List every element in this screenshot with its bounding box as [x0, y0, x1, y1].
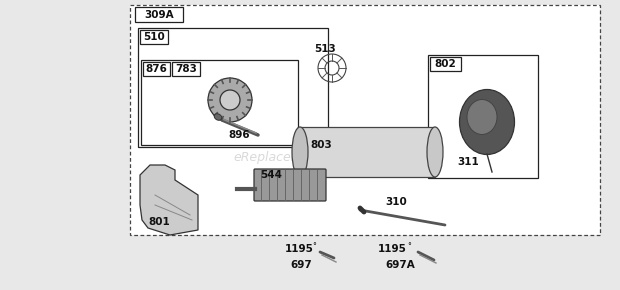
Bar: [138, 28, 328, 147]
Text: 311: 311: [457, 157, 479, 167]
Bar: [140, 30, 168, 44]
Bar: [143, 62, 170, 76]
Text: 783: 783: [175, 64, 197, 74]
Text: 802: 802: [435, 59, 456, 69]
Ellipse shape: [467, 99, 497, 135]
Bar: [430, 57, 461, 71]
Bar: [300, 127, 435, 177]
Text: 310: 310: [385, 197, 407, 207]
Bar: [130, 5, 600, 235]
Bar: [135, 7, 183, 22]
Text: eReplacementParts.com: eReplacementParts.com: [234, 151, 386, 164]
Circle shape: [220, 90, 240, 110]
Circle shape: [208, 78, 252, 122]
Bar: [428, 55, 538, 178]
Text: 1195: 1195: [285, 244, 314, 254]
Ellipse shape: [427, 127, 443, 177]
Text: 803: 803: [310, 140, 332, 150]
Text: 697: 697: [290, 260, 312, 270]
Text: 1195: 1195: [378, 244, 407, 254]
Ellipse shape: [215, 114, 222, 120]
Text: 510: 510: [143, 32, 165, 42]
Text: °: °: [407, 242, 411, 251]
Text: 309A: 309A: [144, 10, 174, 19]
Polygon shape: [140, 165, 198, 235]
Text: 896: 896: [228, 130, 250, 140]
Text: 801: 801: [148, 217, 170, 227]
Text: °: °: [312, 242, 316, 251]
Text: 544: 544: [260, 170, 282, 180]
Ellipse shape: [459, 90, 515, 155]
Text: 876: 876: [146, 64, 167, 74]
Text: 697A: 697A: [385, 260, 415, 270]
Text: 513: 513: [314, 44, 336, 54]
Bar: [172, 62, 200, 76]
FancyBboxPatch shape: [254, 169, 326, 201]
Ellipse shape: [292, 127, 308, 177]
Bar: [130, 5, 600, 235]
Bar: [141, 60, 298, 145]
